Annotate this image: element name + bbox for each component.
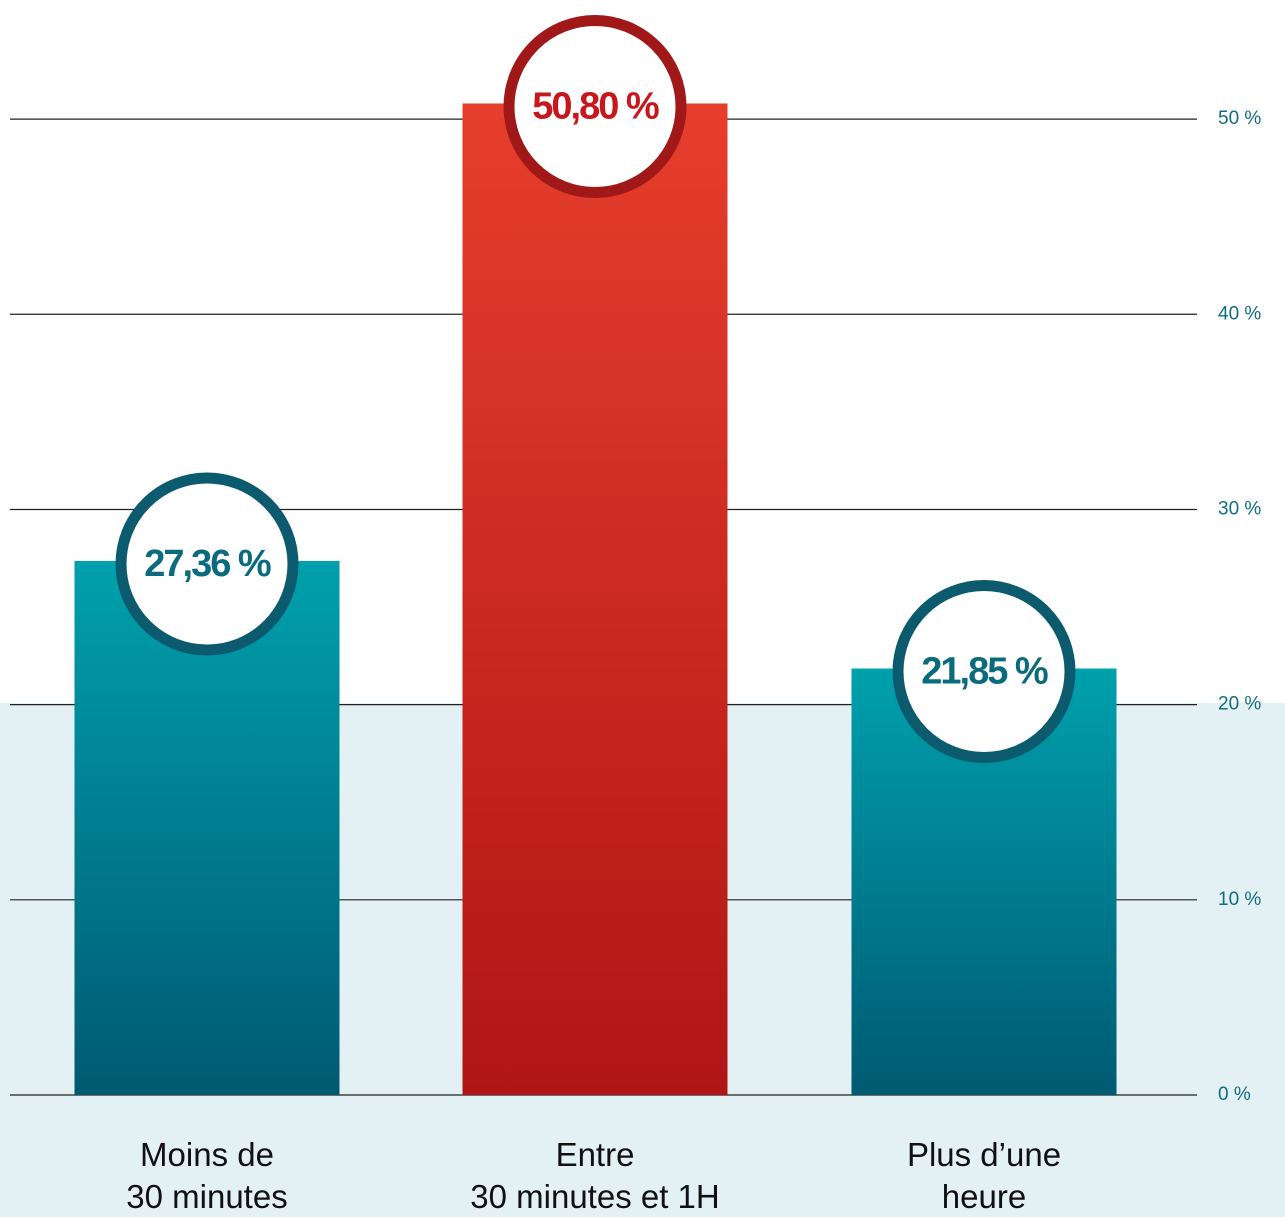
value-label: 21,85 % — [921, 651, 1048, 693]
y-tick-label: 50 % — [1218, 108, 1261, 129]
value-badge — [892, 580, 1076, 764]
value-badge — [503, 14, 687, 198]
x-tick-label: Plus d’une heure — [906, 1136, 1062, 1215]
value-label: 50,80 % — [532, 86, 659, 128]
bar — [462, 103, 728, 1095]
x-tick-label: Entre 30 minutes et 1H — [470, 1136, 720, 1215]
x-tick-label: Moins de 30 minutes — [126, 1136, 288, 1215]
value-badge — [115, 472, 299, 656]
value-label: 27,36 % — [144, 543, 271, 585]
y-tick-label: 40 % — [1218, 303, 1261, 324]
y-tick-label: 30 % — [1218, 498, 1261, 519]
y-tick-label: 0 % — [1218, 1084, 1251, 1105]
y-tick-label: 10 % — [1218, 889, 1261, 910]
y-tick-label: 20 % — [1218, 694, 1261, 715]
